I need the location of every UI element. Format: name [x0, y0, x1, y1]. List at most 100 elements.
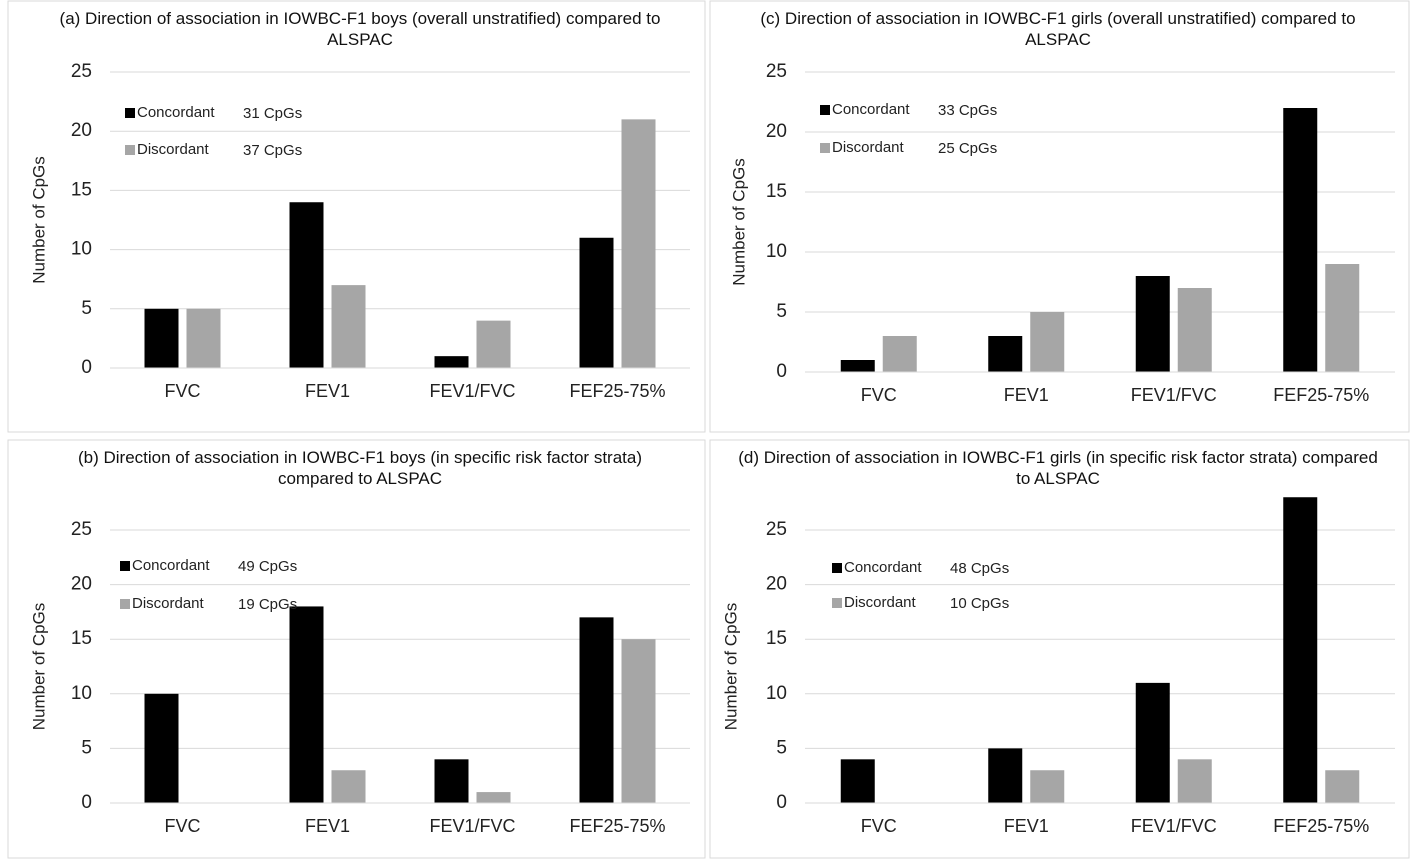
x-tick-label: FEV1 — [305, 816, 350, 836]
x-tick-label: FEV1 — [1004, 816, 1049, 836]
panel-frame — [7, 439, 706, 859]
bar — [144, 693, 179, 803]
bar — [1177, 288, 1212, 372]
x-tick-label: FVC — [861, 385, 897, 405]
y-tick-label: 0 — [81, 357, 92, 378]
y-tick-label: 0 — [81, 792, 92, 813]
panel-frame — [7, 0, 706, 433]
legend-annotation: 10 CpGs — [950, 595, 1009, 612]
bar — [1177, 759, 1212, 803]
y-tick-label: 15 — [766, 181, 787, 202]
y-tick-label: 5 — [776, 737, 787, 758]
chart-title: (c) Direction of association in IOWBC-F1… — [760, 9, 1356, 49]
y-tick-label: 25 — [766, 61, 787, 82]
bar — [331, 285, 366, 368]
y-tick-label: 20 — [766, 121, 787, 142]
legend-label: Concordant — [844, 559, 922, 576]
legend-swatch — [120, 561, 130, 571]
legend-annotation: 19 CpGs — [238, 596, 297, 613]
y-tick-label: 10 — [766, 241, 787, 262]
x-tick-label: FEF25-75% — [1273, 816, 1369, 836]
bar — [840, 759, 875, 803]
y-tick-label: 15 — [71, 179, 92, 200]
bar — [1135, 276, 1170, 372]
bar — [988, 748, 1023, 803]
bar — [476, 792, 511, 803]
x-tick-label: FEV1/FVC — [1131, 816, 1217, 836]
x-tick-label: FEV1/FVC — [429, 816, 515, 836]
legend-swatch — [832, 563, 842, 573]
bar — [1325, 770, 1360, 803]
bar — [331, 770, 366, 803]
legend-label: Discordant — [844, 594, 917, 611]
x-tick-label: FEF25-75% — [1273, 385, 1369, 405]
bar — [1325, 264, 1360, 372]
x-tick-label: FEF25-75% — [569, 381, 665, 401]
legend-annotation: 31 CpGs — [243, 105, 302, 122]
x-tick-label: FVC — [165, 816, 201, 836]
panel-frame — [709, 0, 1410, 433]
bar — [621, 639, 656, 803]
y-tick-label: 10 — [71, 239, 92, 260]
y-axis-label: Number of CpGs — [29, 603, 48, 731]
chart-title: (b) Direction of association in IOWBC-F1… — [78, 448, 642, 488]
x-tick-label: FEV1 — [1004, 385, 1049, 405]
y-tick-label: 15 — [71, 628, 92, 649]
bar — [1283, 497, 1318, 803]
y-tick-label: 20 — [71, 120, 92, 141]
bar — [289, 202, 324, 368]
y-tick-label: 20 — [766, 574, 787, 595]
bar — [882, 336, 917, 372]
bar — [144, 308, 179, 368]
chart-title: (a) Direction of association in IOWBC-F1… — [59, 9, 661, 49]
bar — [186, 308, 221, 368]
bar — [1030, 770, 1065, 803]
bar — [476, 320, 511, 368]
bar — [988, 336, 1023, 372]
x-tick-label: FVC — [861, 816, 897, 836]
y-tick-label: 0 — [776, 792, 787, 813]
y-tick-label: 25 — [71, 519, 92, 540]
legend-label: Discordant — [832, 139, 905, 156]
legend-swatch — [820, 143, 830, 153]
legend-label: Concordant — [132, 557, 210, 574]
y-tick-label: 10 — [766, 683, 787, 704]
x-tick-label: FVC — [165, 381, 201, 401]
legend-annotation: 33 CpGs — [938, 102, 997, 119]
legend-swatch — [120, 599, 130, 609]
y-tick-label: 0 — [776, 361, 787, 382]
y-tick-label: 10 — [71, 683, 92, 704]
x-tick-label: FEV1 — [305, 381, 350, 401]
bar — [1283, 108, 1318, 372]
y-tick-label: 5 — [776, 301, 787, 322]
y-tick-label: 5 — [81, 737, 92, 758]
legend-swatch — [125, 108, 135, 118]
bar — [434, 759, 469, 803]
legend-annotation: 48 CpGs — [950, 560, 1009, 577]
y-axis-label: Number of CpGs — [721, 603, 740, 731]
bar — [621, 119, 656, 368]
y-axis-label: Number of CpGs — [729, 158, 748, 286]
legend-swatch — [820, 105, 830, 115]
chart-title: (d) Direction of association in IOWBC-F1… — [738, 448, 1378, 488]
legend-annotation: 25 CpGs — [938, 140, 997, 157]
bar — [579, 237, 614, 368]
legend-annotation: 37 CpGs — [243, 142, 302, 159]
bar — [1135, 682, 1170, 803]
x-tick-label: FEV1/FVC — [429, 381, 515, 401]
y-tick-label: 25 — [766, 519, 787, 540]
bar — [1030, 312, 1065, 372]
y-axis-label: Number of CpGs — [29, 156, 48, 284]
legend-label: Concordant — [832, 101, 910, 118]
x-tick-label: FEF25-75% — [569, 816, 665, 836]
panel-frame — [709, 439, 1410, 859]
legend-label: Discordant — [137, 141, 210, 158]
y-tick-label: 5 — [81, 298, 92, 319]
bar — [434, 356, 469, 368]
y-tick-label: 20 — [71, 574, 92, 595]
legend-label: Discordant — [132, 595, 205, 612]
bar — [840, 360, 875, 372]
x-tick-label: FEV1/FVC — [1131, 385, 1217, 405]
